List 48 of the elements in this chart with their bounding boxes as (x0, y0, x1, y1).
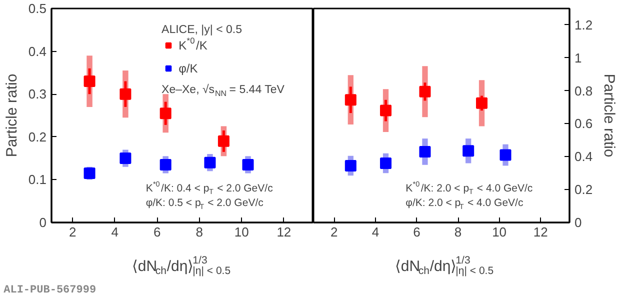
point (380, 157, 392, 169)
point (204, 156, 216, 168)
point (476, 97, 488, 109)
y2-tick-label: 0.2 (574, 182, 593, 198)
x-tick-label: 4 (111, 224, 119, 240)
text: ALI-PUB-567999 (4, 284, 96, 296)
x-tick-label: 2 (330, 224, 338, 240)
y2-tick-label: 1.2 (574, 17, 593, 32)
x-tick-label: 10 (492, 224, 507, 240)
x-tick-label: 12 (533, 224, 548, 240)
point (84, 168, 96, 180)
point (120, 152, 132, 164)
y-tick-label: 0.5 (28, 1, 47, 16)
point (344, 94, 356, 106)
point (500, 149, 512, 161)
y-tick-label: 0.4 (28, 44, 47, 59)
point (419, 86, 431, 98)
y2-axis-title: Particle ratio (600, 74, 618, 158)
x-tick-label: 6 (413, 224, 420, 240)
point (160, 108, 172, 120)
y-axis-title: Particle ratio (3, 74, 20, 158)
point (218, 135, 230, 147)
point (242, 158, 254, 170)
x-tick-label: 10 (234, 224, 249, 240)
point (462, 145, 474, 157)
x-tick-label: 6 (154, 224, 161, 240)
point (84, 76, 96, 88)
y-tick-label: 0 (39, 215, 47, 230)
x-tick-label: 12 (276, 224, 292, 240)
y2-tick-label: 0.8 (574, 83, 593, 98)
x-tick-label: 2 (69, 224, 76, 240)
y-tick-label: 0.2 (28, 129, 47, 144)
annotation: ALICE, |y| < 0.5 (162, 24, 242, 36)
point (160, 158, 172, 170)
x-tick-label: 8 (454, 224, 462, 240)
y2-tick-label: 0.6 (574, 116, 593, 132)
point (120, 88, 132, 100)
y-tick-label: 0.3 (28, 86, 47, 102)
point (344, 160, 356, 172)
x-tick-label: 8 (196, 224, 204, 240)
x-tick-label: 4 (372, 224, 380, 240)
y-tick-label: 0.1 (28, 172, 47, 188)
point (419, 146, 431, 158)
point (380, 104, 392, 116)
y2-tick-label: 1 (574, 50, 582, 66)
legend-label: φ/K (178, 61, 198, 76)
y2-tick-label: 0.4 (574, 149, 593, 164)
y2-tick-label: 0 (574, 215, 582, 230)
